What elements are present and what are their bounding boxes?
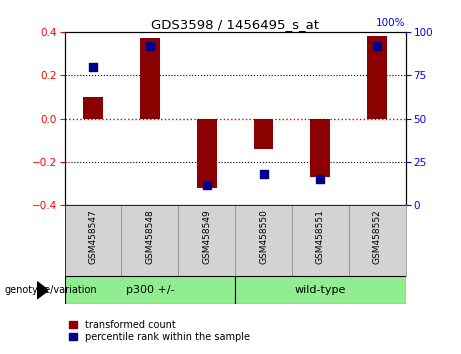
- Point: [317, 177, 324, 182]
- Bar: [254, 119, 273, 149]
- Legend: transformed count, percentile rank within the sample: transformed count, percentile rank withi…: [70, 320, 250, 342]
- Point: [146, 43, 154, 48]
- FancyBboxPatch shape: [178, 205, 235, 276]
- Point: [89, 64, 97, 69]
- Text: GSM458548: GSM458548: [145, 209, 154, 264]
- Text: p300 +/-: p300 +/-: [125, 285, 174, 295]
- Bar: [310, 119, 331, 177]
- FancyBboxPatch shape: [65, 205, 121, 276]
- Text: 100%: 100%: [376, 18, 406, 28]
- Text: GSM458549: GSM458549: [202, 209, 211, 264]
- Text: wild-type: wild-type: [295, 285, 346, 295]
- Point: [260, 171, 267, 177]
- FancyBboxPatch shape: [65, 276, 235, 304]
- Text: GSM458550: GSM458550: [259, 209, 268, 264]
- FancyBboxPatch shape: [235, 276, 406, 304]
- Text: genotype/variation: genotype/variation: [5, 285, 97, 295]
- Polygon shape: [37, 282, 48, 299]
- Bar: [140, 38, 160, 119]
- FancyBboxPatch shape: [235, 205, 292, 276]
- Bar: [83, 97, 103, 119]
- Text: GSM458552: GSM458552: [373, 209, 382, 264]
- FancyBboxPatch shape: [292, 205, 349, 276]
- Title: GDS3598 / 1456495_s_at: GDS3598 / 1456495_s_at: [151, 18, 319, 31]
- FancyBboxPatch shape: [349, 205, 406, 276]
- Text: GSM458547: GSM458547: [89, 209, 97, 264]
- Bar: [197, 119, 217, 188]
- Text: GSM458551: GSM458551: [316, 209, 325, 264]
- FancyBboxPatch shape: [121, 205, 178, 276]
- Point: [373, 43, 381, 48]
- Bar: [367, 36, 387, 119]
- Point: [203, 182, 210, 187]
